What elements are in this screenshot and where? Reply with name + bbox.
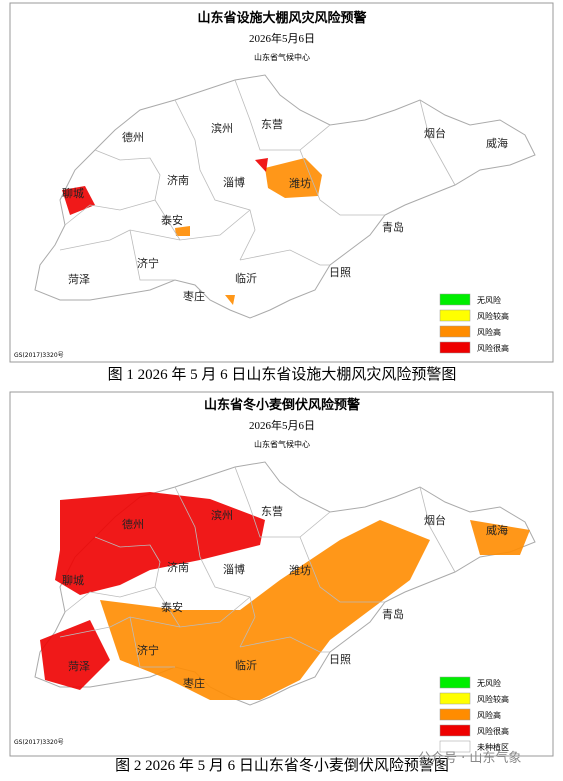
risk-area (175, 226, 190, 236)
city-label: 泰安 (161, 600, 183, 614)
map-date: 2026年5月6日 (249, 418, 315, 432)
city-label: 潍坊 (289, 176, 311, 190)
city-boundary (129, 229, 175, 281)
city-boundary (174, 99, 256, 261)
city-label: 东营 (261, 504, 283, 518)
gs-number: GS(2017)3320号 (14, 352, 64, 359)
legend-swatch (439, 341, 471, 354)
city-label: 德州 (122, 517, 144, 531)
city-label: 济宁 (137, 256, 159, 270)
map-agency: 山东省气候中心 (254, 439, 310, 449)
legend-swatch (439, 692, 471, 705)
legend-label: 未种植区 (477, 742, 509, 752)
risk-area (100, 520, 430, 700)
legend-label: 风险很高 (477, 726, 509, 736)
city-boundary (174, 486, 256, 648)
city-label: 潍坊 (289, 563, 311, 577)
legend-label: 风险很高 (477, 343, 509, 353)
legend-swatch (439, 293, 471, 306)
legend-swatch (439, 676, 471, 689)
city-boundary (64, 149, 161, 226)
city-boundary (239, 636, 330, 653)
gs-number: GS(2017)3320号 (14, 739, 64, 746)
legend-swatch (439, 309, 471, 322)
city-boundary (64, 536, 161, 613)
city-label: 枣庄 (183, 289, 205, 303)
city-label: 淄博 (223, 563, 245, 576)
city-boundary (299, 536, 385, 603)
city-label: 菏泽 (68, 660, 90, 673)
city-label: 日照 (329, 266, 351, 279)
legend-swatch (439, 740, 471, 753)
risk-area (40, 620, 110, 690)
city-label: 青岛 (382, 220, 404, 234)
city-boundary (419, 99, 456, 186)
risk-area (55, 492, 265, 595)
legend-swatch (439, 325, 471, 338)
legend-swatch (439, 724, 471, 737)
city-boundary (299, 149, 385, 216)
city-label: 威海 (486, 523, 508, 537)
map-title: 山东省冬小麦倒伏风险预警 (204, 397, 360, 413)
legend-label: 风险高 (477, 327, 501, 337)
legend-label: 无风险 (477, 295, 501, 305)
city-label: 菏泽 (68, 273, 90, 286)
city-label: 滨州 (211, 121, 233, 135)
legend-label: 无风险 (477, 678, 501, 688)
city-boundary (154, 586, 251, 628)
city-boundary (154, 199, 251, 241)
risk-area (470, 520, 530, 555)
city-label: 日照 (329, 653, 351, 666)
city-boundary (59, 616, 181, 638)
caption: 图 1 2026 年 5 月 6 日山东省设施大棚风灾风险预警图 (108, 366, 457, 383)
legend-label: 风险较高 (477, 694, 509, 704)
risk-area (265, 158, 322, 198)
legend-swatch (439, 708, 471, 721)
city-label: 烟台 (424, 126, 446, 140)
city-label: 威海 (486, 136, 508, 150)
city-label: 枣庄 (183, 676, 205, 690)
map-agency: 山东省气候中心 (254, 52, 310, 62)
city-boundary (234, 79, 331, 151)
city-label: 青岛 (382, 607, 404, 621)
map-title: 山东省设施大棚风灾风险预警 (197, 10, 366, 26)
city-label: 泰安 (161, 213, 183, 227)
city-label: 聊城 (62, 573, 84, 587)
legend-label: 风险较高 (477, 311, 509, 321)
city-label: 烟台 (424, 513, 446, 527)
city-label: 济南 (167, 173, 189, 187)
risk-area (255, 158, 268, 172)
city-label: 临沂 (235, 658, 257, 672)
map-date: 2026年5月6日 (249, 31, 315, 45)
city-label: 东营 (261, 117, 283, 131)
city-boundary (59, 229, 181, 251)
watermark: 公众号 · 山东气象 (418, 750, 521, 766)
city-label: 淄博 (223, 176, 245, 189)
city-label: 聊城 (62, 186, 84, 200)
city-label: 德州 (122, 130, 144, 144)
city-label: 济宁 (137, 643, 159, 657)
city-boundary (129, 616, 175, 668)
city-boundary (239, 249, 330, 266)
caption: 图 2 2026 年 5 月 6 日山东省冬小麦倒伏风险预警图 (115, 757, 449, 774)
risk-area (225, 295, 235, 305)
legend-label: 风险高 (477, 710, 501, 720)
city-label: 济南 (167, 560, 189, 574)
city-label: 滨州 (211, 508, 233, 522)
city-boundary (419, 486, 456, 573)
city-boundary (234, 466, 331, 538)
city-label: 临沂 (235, 271, 257, 285)
